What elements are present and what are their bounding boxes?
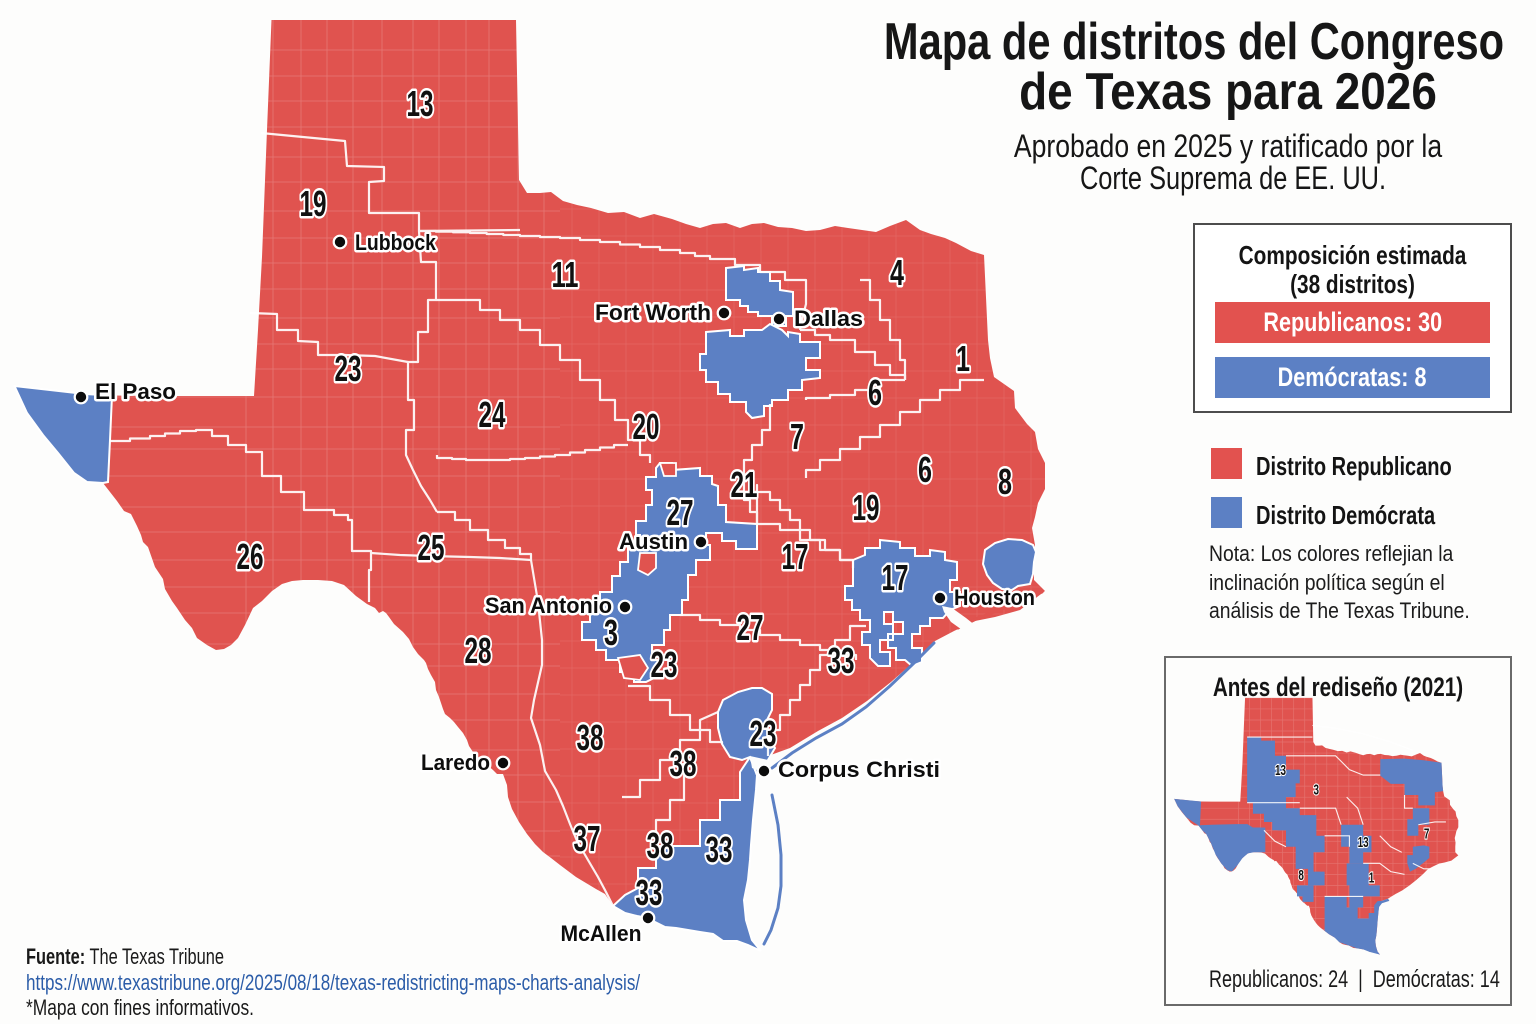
svg-text:El Paso: El Paso — [95, 379, 176, 404]
svg-text:8: 8 — [1298, 868, 1304, 884]
svg-text:8: 8 — [998, 461, 1012, 502]
svg-text:Dallas: Dallas — [794, 306, 863, 331]
svg-text:1: 1 — [956, 338, 970, 379]
svg-text:33: 33 — [636, 872, 663, 913]
svg-text:23: 23 — [335, 348, 362, 389]
svg-text:24: 24 — [479, 394, 506, 435]
svg-text:19: 19 — [300, 183, 327, 224]
svg-text:4: 4 — [890, 252, 904, 293]
svg-text:17: 17 — [782, 536, 809, 577]
svg-text:25: 25 — [418, 527, 445, 568]
svg-text:28: 28 — [465, 630, 492, 671]
svg-text:San Antonio: San Antonio — [485, 593, 612, 618]
svg-text:1: 1 — [1369, 871, 1375, 887]
svg-text:17: 17 — [882, 557, 909, 598]
svg-text:23: 23 — [651, 644, 678, 685]
svg-text:37: 37 — [574, 818, 601, 859]
svg-text:33: 33 — [828, 640, 855, 681]
svg-text:38: 38 — [647, 825, 674, 866]
svg-text:Corpus Christi: Corpus Christi — [778, 757, 940, 782]
svg-text:Laredo: Laredo — [421, 750, 490, 775]
svg-text:Fort Worth: Fort Worth — [595, 300, 711, 325]
svg-text:27: 27 — [667, 492, 694, 533]
svg-text:Lubbock: Lubbock — [355, 230, 436, 255]
svg-text:21: 21 — [731, 464, 758, 505]
svg-text:13: 13 — [1275, 763, 1286, 779]
svg-text:3: 3 — [604, 612, 618, 653]
svg-text:13: 13 — [1358, 835, 1369, 851]
svg-text:McAllen: McAllen — [561, 921, 642, 946]
svg-text:7: 7 — [1424, 827, 1430, 843]
svg-text:3: 3 — [1314, 782, 1320, 798]
svg-text:Houston: Houston — [954, 585, 1035, 610]
svg-text:38: 38 — [577, 717, 604, 758]
svg-text:7: 7 — [790, 416, 804, 457]
svg-text:6: 6 — [868, 372, 882, 413]
svg-text:38: 38 — [670, 743, 697, 784]
svg-text:23: 23 — [750, 713, 777, 754]
svg-text:6: 6 — [918, 449, 932, 490]
svg-text:20: 20 — [633, 406, 660, 447]
svg-text:11: 11 — [552, 254, 579, 295]
svg-text:26: 26 — [237, 536, 264, 577]
svg-text:27: 27 — [737, 607, 764, 648]
svg-text:13: 13 — [407, 83, 434, 124]
svg-text:19: 19 — [853, 487, 880, 528]
svg-text:33: 33 — [706, 829, 733, 870]
svg-text:Austin: Austin — [619, 529, 688, 554]
